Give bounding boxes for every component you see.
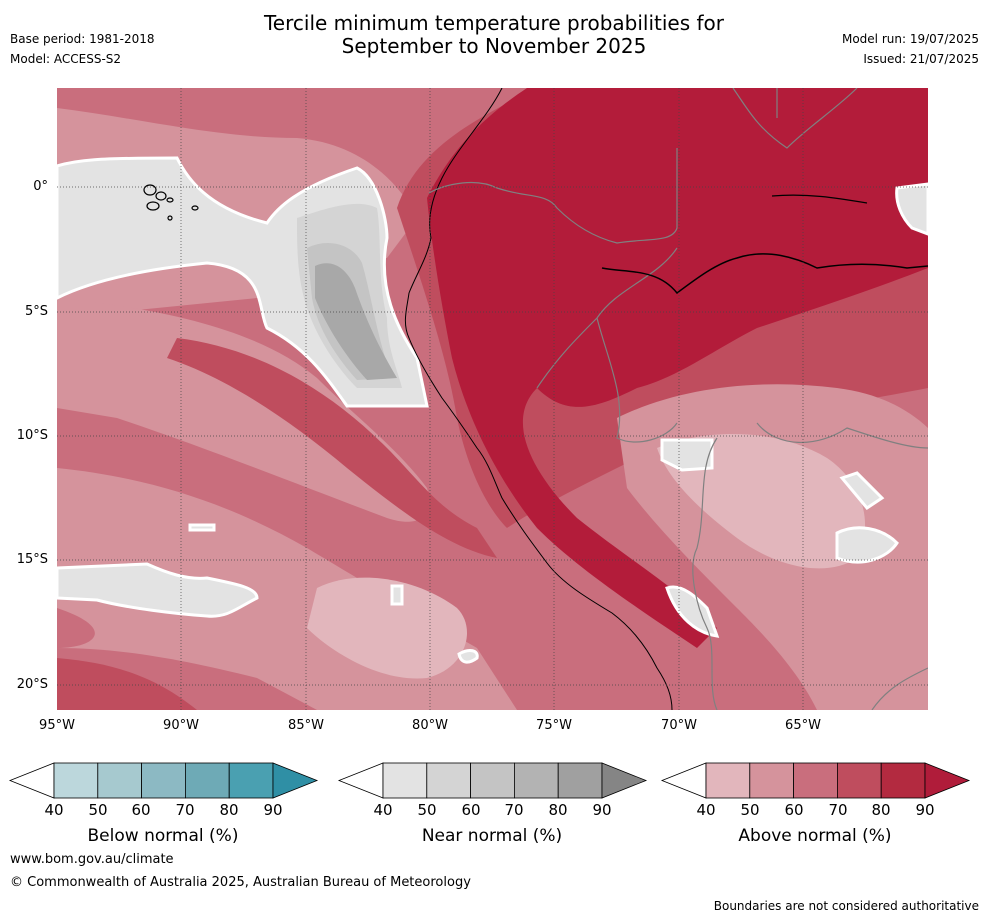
cb-above-tick: 80 <box>871 801 891 819</box>
colorbar-segment <box>705 762 751 799</box>
colorbar-segment <box>53 762 99 799</box>
cb-near-tick: 80 <box>548 801 568 819</box>
cb-above-tick: 40 <box>696 801 716 819</box>
model-name: Model: ACCESS-S2 <box>10 52 122 66</box>
cb-below-tick: 40 <box>44 801 64 819</box>
lon-label-80w: 80°W <box>412 718 448 733</box>
colorbar-segment <box>837 762 882 799</box>
galapagos-islands <box>143 184 199 221</box>
meta-right: Model run: 19/07/2025 Issued: 21/07/2025 <box>842 29 979 69</box>
region-above-90-land <box>427 88 928 648</box>
title-line-2: September to November 2025 <box>341 34 647 58</box>
colorbar-segment <box>880 762 926 799</box>
lon-label-75w: 75°W <box>536 718 572 733</box>
cb-below-tick: 70 <box>175 801 195 819</box>
lon-label-85w: 85°W <box>288 718 324 733</box>
colorbar-low-triangle <box>660 762 707 799</box>
lon-label-70w: 70°W <box>661 718 697 733</box>
cb-above-tick: 90 <box>915 801 935 819</box>
colorbar-high-triangle <box>601 762 648 799</box>
cb-near-tick: 90 <box>592 801 612 819</box>
cb-near-tick: 50 <box>417 801 437 819</box>
colorbar-segment <box>749 762 794 799</box>
colorbar-segment <box>470 762 515 799</box>
colorbar-segment <box>97 762 143 799</box>
colorbar-segment <box>184 762 230 799</box>
region-above-80-southwest <box>57 658 197 710</box>
region-near-40-southwest <box>57 562 259 618</box>
cb-below-tick: 50 <box>88 801 108 819</box>
region-near-40-east-1 <box>660 438 714 472</box>
title-line-1: Tercile minimum temperature probabilitie… <box>263 11 725 35</box>
cb-near-tick: 40 <box>373 801 393 819</box>
region-near-40-small-2 <box>390 584 404 606</box>
colorbar-near <box>337 762 648 799</box>
gridlines <box>57 88 928 710</box>
region-near-40-small-1 <box>188 523 216 532</box>
cb-above-tick: 70 <box>828 801 848 819</box>
lat-label-15s: 15°S <box>16 552 48 567</box>
probability-map <box>57 88 928 710</box>
colorbar-segment <box>141 762 186 799</box>
colorbar-high-triangle <box>924 762 971 799</box>
cb-below-tick: 90 <box>263 801 283 819</box>
lat-label-0: 0° <box>33 179 48 194</box>
cb-above-tick: 60 <box>784 801 804 819</box>
region-near-40-east-3 <box>839 471 885 510</box>
region-near-40-small-3 <box>457 649 479 664</box>
issued-date: Issued: 21/07/2025 <box>863 52 979 66</box>
cb-near-tick: 60 <box>461 801 481 819</box>
colorbar-segment <box>382 762 428 799</box>
colorbar-segment <box>793 762 838 799</box>
colorbar-near-title: Near normal (%) <box>421 826 563 846</box>
cb-near-tick: 70 <box>504 801 524 819</box>
footer-copyright: © Commonwealth of Australia 2025, Austra… <box>10 875 471 890</box>
colorbar-above <box>660 762 971 799</box>
region-above-60-mid <box>57 298 430 522</box>
region-above-80-streak <box>167 338 497 558</box>
map-svg <box>57 88 928 710</box>
chart-title: Tercile minimum temperature probabilitie… <box>0 12 988 58</box>
amazon-river <box>601 253 928 295</box>
region-above-50-south <box>307 577 467 679</box>
colorbar-low-triangle <box>8 762 55 799</box>
colorbar-below <box>8 762 319 799</box>
footer-url: www.bom.gov.au/climate <box>10 852 174 867</box>
lat-label-5s: 5°S <box>24 304 48 319</box>
colorbar-segment <box>514 762 559 799</box>
lat-label-20s: 20°S <box>16 677 48 692</box>
cb-below-tick: 80 <box>219 801 239 819</box>
country-borders <box>428 88 928 710</box>
colorbar-high-triangle <box>272 762 319 799</box>
base-period: Base period: 1981-2018 <box>10 32 155 46</box>
colorbar-segment <box>557 762 603 799</box>
lat-label-10s: 10°S <box>16 428 48 443</box>
cb-above-tick: 50 <box>740 801 760 819</box>
region-near-40-northeast <box>895 182 928 236</box>
meta-left: Base period: 1981-2018 Model: ACCESS-S2 <box>10 29 155 69</box>
colorbar-above-title: Above normal (%) <box>738 826 892 846</box>
region-near-70-core <box>315 263 397 380</box>
lon-label-90w: 90°W <box>163 718 199 733</box>
cb-below-tick: 60 <box>131 801 151 819</box>
colorbar-below-title: Below normal (%) <box>87 826 239 846</box>
lon-label-95w: 95°W <box>39 718 75 733</box>
colorbar-segment <box>426 762 471 799</box>
rio-negro <box>771 194 868 204</box>
colorbar-segment <box>228 762 274 799</box>
lon-label-65w: 65°W <box>785 718 821 733</box>
colorbars-svg <box>8 762 971 799</box>
colorbar-low-triangle <box>337 762 384 799</box>
region-near-40-east-2 <box>835 526 899 564</box>
footer-disclaimer: Boundaries are not considered authoritat… <box>713 899 979 913</box>
model-run: Model run: 19/07/2025 <box>841 32 979 46</box>
